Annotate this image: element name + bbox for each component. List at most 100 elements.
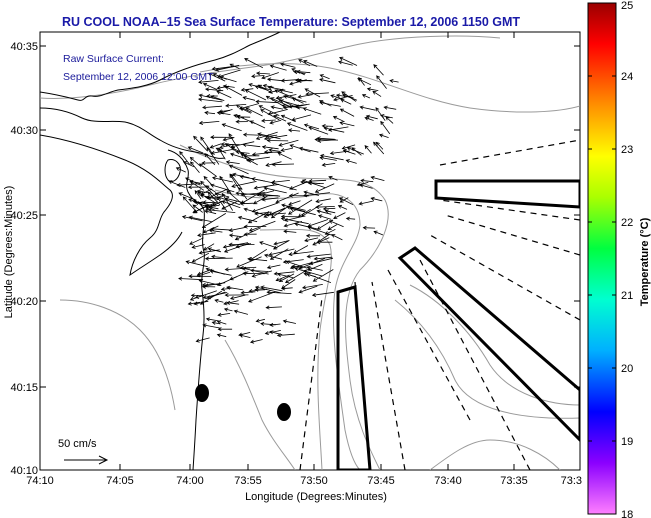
current-vector [202,225,219,234]
current-vector [254,211,272,216]
current-vector [356,182,369,187]
current-vector [225,160,240,165]
current-vector [198,120,220,125]
current-vector [255,99,279,104]
current-vector [298,146,319,153]
current-vector [328,220,344,228]
current-vector [228,164,249,175]
current-vector [248,291,275,303]
current-vector [228,133,241,153]
current-vector [268,207,286,216]
current-vector [293,245,309,254]
current-vector [281,286,293,291]
current-vector [339,108,355,117]
current-vector [275,94,297,100]
current-vector [187,146,204,154]
current-vector [251,152,273,157]
current-vector [362,225,376,230]
current-vector [275,274,290,282]
colorbar-tick-label: 24 [621,71,633,83]
current-vector [330,94,344,100]
current-vector [216,333,227,338]
current-vector [188,274,212,279]
current-vector [242,142,261,148]
current-vector [210,183,235,193]
current-vector [380,120,391,135]
current-vector [255,71,271,76]
current-vector [324,228,336,235]
current-vector [373,230,384,236]
current-vector [303,190,319,196]
axis-ticks [39,32,581,471]
current-vector [303,272,317,278]
current-vector [202,82,218,90]
current-vector [198,163,218,177]
current-vector [211,254,226,259]
current-vector [319,101,341,107]
current-vector [242,132,266,137]
current-vector [178,192,197,201]
colorbar [587,2,617,515]
current-vector [234,227,261,241]
current-vector [248,288,267,293]
x-tick-label: 73:40 [434,475,462,487]
current-vector [337,204,348,210]
current-vector [200,136,214,155]
current-vector [228,226,247,233]
current-vector [312,237,330,246]
current-vector [168,180,186,188]
current-vector [321,124,334,129]
current-vector [261,193,279,198]
current-vector [242,96,256,101]
current-vector [201,284,216,289]
current-vector [195,337,210,343]
current-vector [385,116,394,124]
current-vector [206,94,218,99]
current-vector [316,138,337,143]
current-vector [229,294,246,300]
current-vector [210,135,235,140]
current-vector [235,104,252,113]
current-vector [196,189,211,194]
current-vector [389,79,399,84]
current-vector [338,197,354,206]
current-vector [189,237,204,245]
current-vector [273,271,295,276]
y-tick-label: 40:20 [10,296,38,308]
current-vector [298,258,326,270]
current-vector [204,152,216,166]
current-vector [289,207,316,216]
current-vector [359,105,376,111]
current-vector [306,253,331,259]
current-vector [335,93,354,98]
current-vector [308,126,329,135]
colorbar-tick-label: 22 [621,217,633,229]
current-vector [366,87,379,92]
current-vector [282,319,296,324]
current-vector [239,333,251,338]
current-vector [373,141,385,155]
current-vector [209,269,232,276]
current-vector [201,213,227,229]
current-vector [261,197,279,202]
x-tick-label: 73:35 [500,475,528,487]
current-vector [211,176,233,183]
current-vector [240,189,265,205]
current-vector [303,59,318,67]
y-tick-label: 40:10 [10,465,38,477]
current-vector [315,205,335,210]
current-vector [261,118,276,123]
current-vector [341,144,356,150]
current-vector [372,90,382,97]
current-vector [247,159,258,166]
current-vector [194,190,202,200]
current-vector [375,107,386,121]
y-tick-label: 40:35 [10,41,38,53]
current-vector [314,183,335,193]
current-vector [185,260,208,268]
current-vector [316,209,332,215]
current-vector [345,216,356,221]
current-vector [269,322,281,327]
current-vector [333,212,346,219]
x-tick-label: 73:55 [234,475,262,487]
